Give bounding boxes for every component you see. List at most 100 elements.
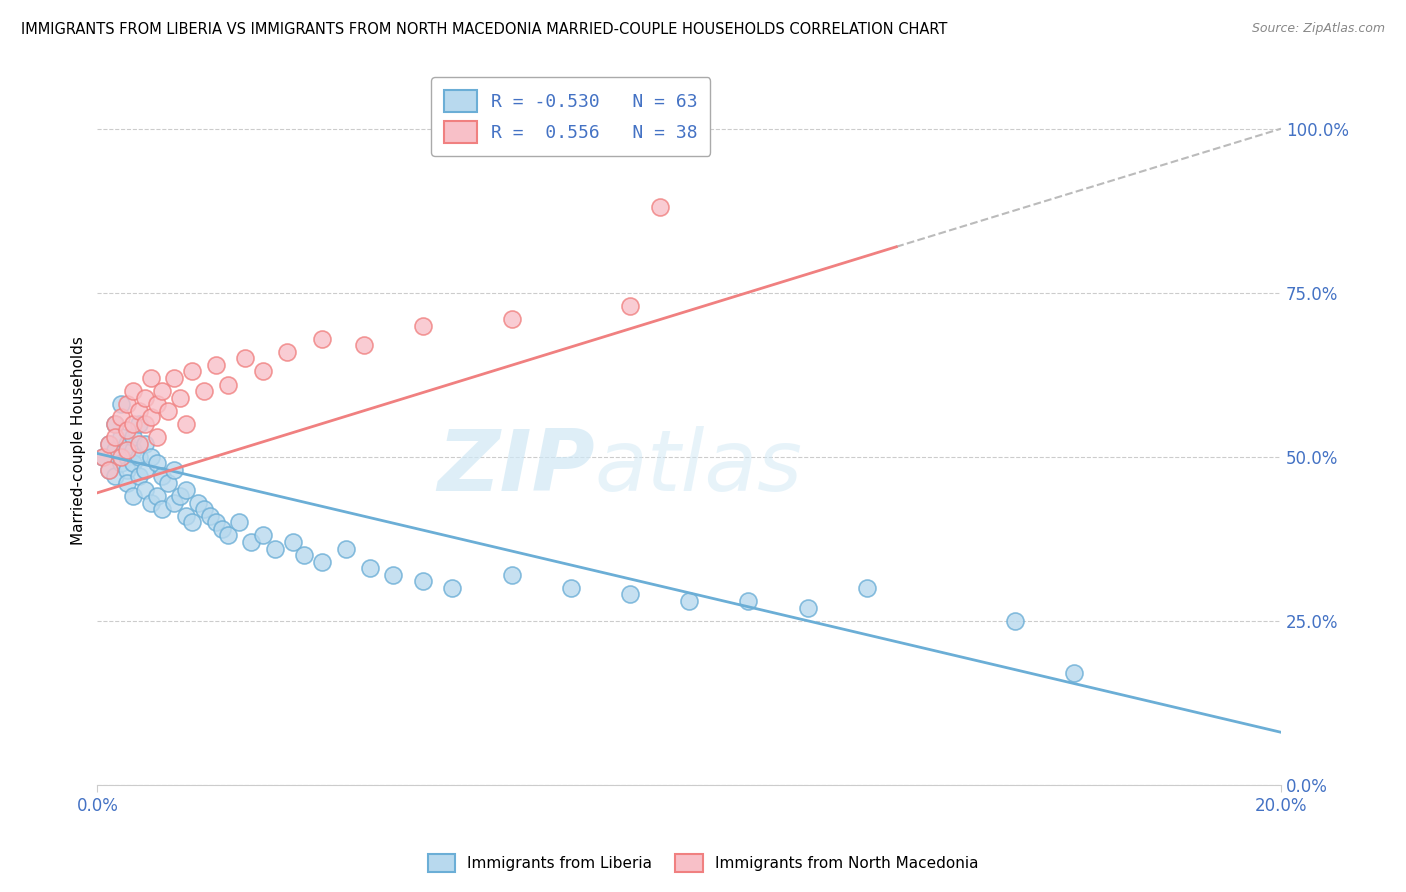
Point — [98, 436, 121, 450]
Point — [174, 483, 197, 497]
Point — [115, 475, 138, 490]
Point — [233, 351, 256, 366]
Point — [311, 555, 333, 569]
Point — [648, 201, 671, 215]
Point — [412, 318, 434, 333]
Point — [104, 417, 127, 431]
Point — [353, 338, 375, 352]
Point — [139, 496, 162, 510]
Point — [91, 450, 114, 464]
Point — [1004, 614, 1026, 628]
Point — [163, 463, 186, 477]
Point — [382, 567, 405, 582]
Point — [121, 384, 143, 398]
Point — [134, 463, 156, 477]
Point — [796, 600, 818, 615]
Point — [181, 516, 204, 530]
Point — [128, 417, 150, 431]
Point — [139, 410, 162, 425]
Legend: R = -0.530   N = 63, R =  0.556   N = 38: R = -0.530 N = 63, R = 0.556 N = 38 — [432, 78, 710, 156]
Point — [121, 456, 143, 470]
Point — [359, 561, 381, 575]
Point — [152, 384, 174, 398]
Point — [198, 508, 221, 523]
Text: atlas: atlas — [595, 426, 803, 509]
Point — [115, 436, 138, 450]
Point — [128, 469, 150, 483]
Point — [252, 364, 274, 378]
Point — [121, 443, 143, 458]
Point — [104, 417, 127, 431]
Point — [441, 581, 464, 595]
Point — [145, 397, 167, 411]
Point — [174, 508, 197, 523]
Point — [619, 587, 641, 601]
Point — [121, 430, 143, 444]
Point — [217, 377, 239, 392]
Point — [619, 299, 641, 313]
Point — [193, 502, 215, 516]
Point — [501, 312, 523, 326]
Point — [217, 528, 239, 542]
Point — [128, 404, 150, 418]
Point — [152, 469, 174, 483]
Point — [139, 371, 162, 385]
Point — [163, 371, 186, 385]
Point — [145, 456, 167, 470]
Point — [115, 397, 138, 411]
Point — [91, 450, 114, 464]
Point — [228, 516, 250, 530]
Point — [134, 391, 156, 405]
Point — [678, 594, 700, 608]
Point — [134, 436, 156, 450]
Point — [181, 364, 204, 378]
Point — [204, 516, 226, 530]
Point — [115, 463, 138, 477]
Point — [169, 391, 191, 405]
Point — [240, 535, 263, 549]
Text: Source: ZipAtlas.com: Source: ZipAtlas.com — [1251, 22, 1385, 36]
Point — [134, 483, 156, 497]
Point — [110, 450, 132, 464]
Legend: Immigrants from Liberia, Immigrants from North Macedonia: Immigrants from Liberia, Immigrants from… — [420, 846, 986, 880]
Point — [412, 574, 434, 589]
Point — [1063, 666, 1085, 681]
Point — [174, 417, 197, 431]
Point — [115, 443, 138, 458]
Point — [163, 496, 186, 510]
Text: ZIP: ZIP — [437, 426, 595, 509]
Point — [110, 456, 132, 470]
Point — [855, 581, 877, 595]
Point — [110, 430, 132, 444]
Point — [98, 436, 121, 450]
Point — [139, 450, 162, 464]
Point — [211, 522, 233, 536]
Point — [145, 489, 167, 503]
Point — [121, 489, 143, 503]
Point — [157, 404, 180, 418]
Text: IMMIGRANTS FROM LIBERIA VS IMMIGRANTS FROM NORTH MACEDONIA MARRIED-COUPLE HOUSEH: IMMIGRANTS FROM LIBERIA VS IMMIGRANTS FR… — [21, 22, 948, 37]
Point — [104, 430, 127, 444]
Point — [145, 430, 167, 444]
Point — [294, 548, 316, 562]
Point — [169, 489, 191, 503]
Point — [115, 450, 138, 464]
Point — [98, 463, 121, 477]
Point — [204, 358, 226, 372]
Point — [335, 541, 357, 556]
Point — [276, 344, 298, 359]
Point — [252, 528, 274, 542]
Point — [187, 496, 209, 510]
Point — [157, 475, 180, 490]
Point — [560, 581, 582, 595]
Point — [104, 469, 127, 483]
Point — [128, 450, 150, 464]
Point — [98, 463, 121, 477]
Point — [128, 436, 150, 450]
Point — [152, 502, 174, 516]
Point — [115, 424, 138, 438]
Y-axis label: Married-couple Households: Married-couple Households — [72, 336, 86, 545]
Point — [311, 332, 333, 346]
Point — [110, 397, 132, 411]
Point — [110, 410, 132, 425]
